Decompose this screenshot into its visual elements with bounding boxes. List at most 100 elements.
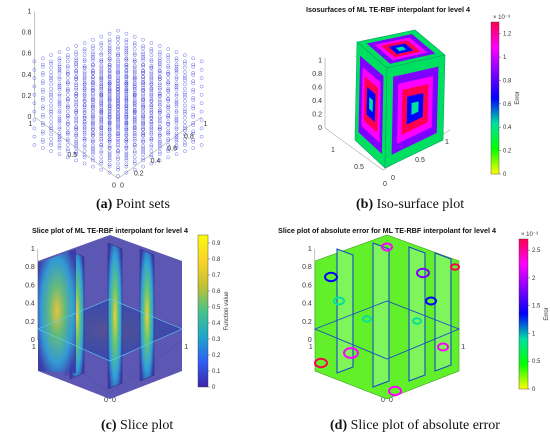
data-point	[132, 103, 137, 108]
data-point	[99, 65, 104, 70]
data-point	[124, 162, 129, 167]
data-point	[99, 35, 104, 39]
data-point	[32, 84, 37, 89]
data-point	[82, 108, 87, 112]
data-point	[124, 152, 129, 156]
data-point	[99, 130, 104, 135]
data-point	[149, 82, 154, 87]
data-point	[141, 38, 145, 42]
z-tick-label: 0.2	[22, 93, 32, 100]
data-point	[82, 59, 87, 64]
z-tick-label: 0.8	[22, 30, 32, 37]
data-point	[166, 147, 170, 151]
data-point	[124, 58, 129, 63]
data-point	[74, 100, 78, 104]
data-point	[132, 109, 137, 113]
data-point	[99, 132, 104, 137]
data-point	[174, 127, 179, 131]
caption-b-text: Iso-surface plot	[373, 197, 465, 212]
data-point	[199, 118, 204, 122]
y-tick-label: 0.5	[415, 157, 425, 164]
data-point	[183, 140, 187, 145]
data-point	[82, 143, 87, 147]
data-point	[116, 97, 120, 101]
colorbar-tick-label: 0.4	[503, 125, 512, 131]
data-point	[116, 78, 120, 82]
data-point	[49, 112, 53, 116]
data-point	[82, 91, 87, 95]
data-point	[99, 114, 104, 118]
data-point	[99, 151, 104, 155]
data-point	[107, 110, 112, 115]
data-point	[157, 144, 162, 148]
data-point	[107, 62, 112, 67]
data-point	[91, 79, 95, 84]
data-point	[166, 76, 170, 80]
data-point	[49, 74, 53, 78]
caption-b: (b) Iso-surface plot	[356, 197, 464, 213]
data-point	[91, 139, 95, 144]
data-point	[124, 77, 129, 81]
data-point	[157, 146, 162, 150]
data-point	[57, 108, 62, 113]
data-point	[199, 68, 204, 72]
data-point	[166, 109, 170, 114]
data-point	[141, 83, 145, 87]
data-point	[99, 86, 104, 91]
data-point	[57, 56, 62, 61]
data-point	[116, 65, 120, 70]
data-point	[116, 124, 120, 129]
data-point	[82, 82, 87, 87]
data-point	[91, 158, 95, 163]
data-point	[124, 64, 129, 69]
colorbar-tick-label: 1.5	[532, 304, 541, 310]
data-point	[174, 115, 179, 119]
data-point	[124, 133, 129, 138]
data-point	[132, 78, 137, 82]
data-point	[141, 158, 145, 163]
y-tick-label: 1	[445, 139, 449, 146]
data-point	[116, 79, 120, 83]
data-point	[41, 129, 45, 134]
data-point	[99, 92, 104, 97]
data-point	[174, 77, 179, 81]
data-point	[141, 89, 145, 94]
data-point	[107, 145, 112, 150]
data-point	[132, 108, 137, 112]
panel-point-sets: 0 0.2 0.4 0.6 0.8 1 1 0.5 0 0 0.2 0.4 0.6 0.8 1	[0, 0, 275, 221]
data-point	[107, 133, 112, 138]
data-point	[57, 115, 62, 119]
data-point	[107, 113, 112, 117]
data-point	[183, 70, 187, 74]
data-point	[124, 127, 129, 131]
data-point	[66, 82, 70, 87]
data-point	[149, 41, 154, 45]
data-point	[116, 148, 120, 153]
data-point	[107, 81, 112, 85]
colorbar-tick-label: 0.9	[212, 241, 221, 247]
data-point	[116, 136, 120, 141]
vertical-slice	[408, 246, 426, 382]
data-point	[174, 102, 179, 106]
data-point	[49, 76, 53, 80]
data-point	[116, 108, 120, 112]
data-point	[74, 146, 78, 150]
data-point	[191, 90, 195, 94]
data-point	[149, 78, 154, 82]
data-point	[124, 68, 129, 73]
data-point	[99, 118, 104, 123]
data-point	[166, 103, 170, 108]
data-point	[57, 127, 62, 131]
data-point	[116, 144, 120, 149]
data-point	[191, 104, 195, 109]
data-point	[183, 90, 187, 95]
colorbar-tick-label: 0.7	[212, 273, 221, 279]
data-point	[141, 123, 145, 127]
data-point	[107, 89, 112, 94]
vertical-slice	[139, 248, 155, 382]
data-point	[124, 79, 129, 84]
data-point	[157, 56, 162, 61]
data-point	[82, 76, 87, 80]
data-point	[32, 134, 37, 139]
data-point	[174, 56, 179, 61]
